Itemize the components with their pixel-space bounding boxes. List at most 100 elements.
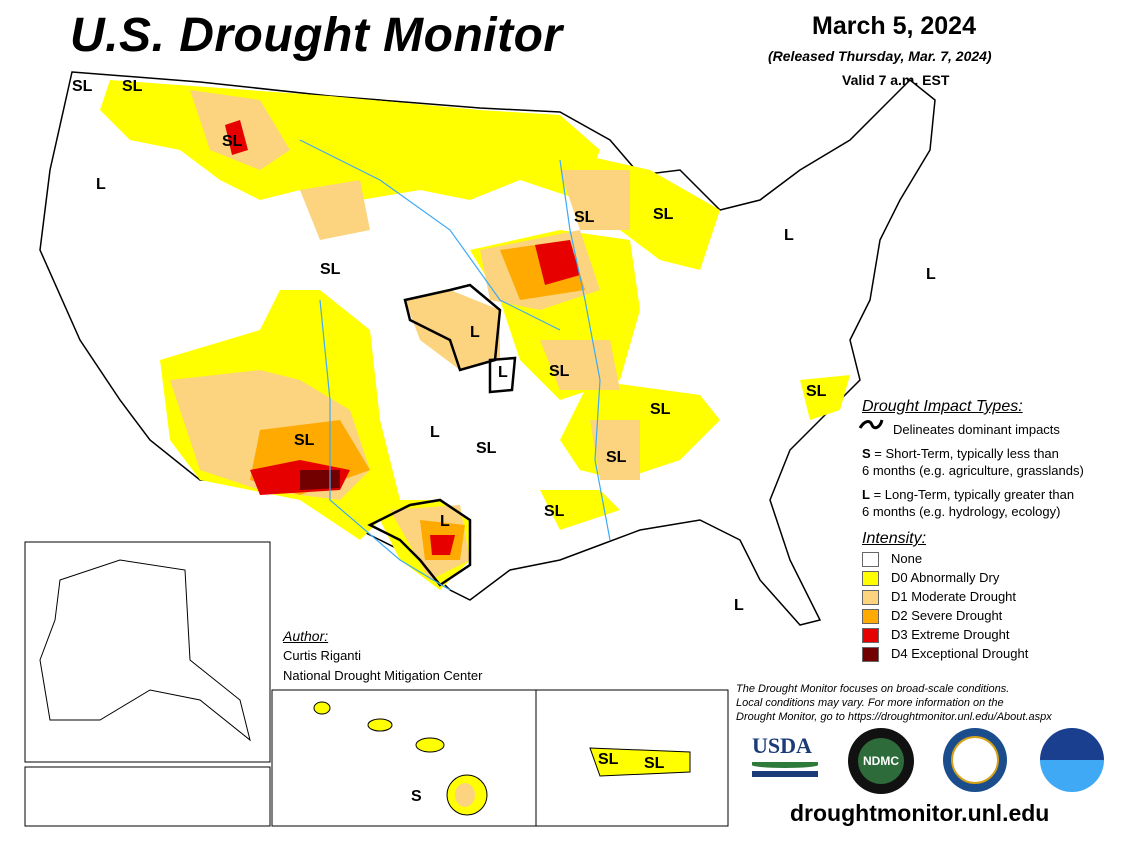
map-title: U.S. Drought Monitor: [70, 9, 563, 62]
legend-label: None: [891, 551, 923, 566]
d0-area-gulf: [540, 490, 620, 530]
legend-label: D1 Moderate Drought: [891, 589, 1017, 604]
d1-area-kansas: [405, 290, 500, 370]
d1-area-wisconsin: [560, 170, 630, 230]
commerce-seal-icon: [951, 736, 999, 784]
intensity-heading: Intensity:: [862, 530, 927, 547]
impact-label: SL: [574, 209, 595, 226]
legend-label: D2 Severe Drought: [891, 608, 1003, 623]
impact-label: SL: [122, 78, 143, 95]
short-text: = Short-Term, typically less than: [870, 446, 1059, 461]
impact-label: L: [430, 424, 440, 441]
river-rio-grande: [319, 299, 451, 591]
legend-label: D0 Abnormally Dry: [891, 570, 1000, 585]
impact-label: S: [411, 788, 422, 805]
river-missouri: [299, 139, 561, 331]
author-block: Author: Curtis Riganti National Drought …: [283, 626, 482, 686]
hawaii-inset: [271, 689, 537, 827]
legend-label: D4 Exceptional Drought: [891, 646, 1029, 661]
d0-area-carolina: [800, 375, 850, 420]
legend-level: D4 Exceptional Drought: [862, 646, 1084, 665]
alaska-inset: [24, 541, 271, 763]
legend-label: D3 Extreme Drought: [891, 627, 1010, 642]
hawaii-island-kauai: [313, 701, 331, 715]
delineates-text: Delineates dominant impacts: [893, 422, 1060, 437]
short-text-2: 6 months (e.g. agriculture, grasslands): [862, 463, 1084, 478]
d3-area-idaho: [225, 120, 248, 155]
ndmc-logo: NDMC: [848, 728, 914, 794]
impact-label: SL: [476, 440, 497, 457]
hawaii-island-oahu: [367, 718, 393, 732]
legend-delineation-icon: [858, 419, 884, 430]
legend: Drought Impact Types: Delineates dominan…: [862, 398, 1084, 665]
impact-label: L: [96, 176, 106, 193]
d3-area-texas: [430, 535, 455, 555]
impact-label: SL: [320, 261, 341, 278]
puerto-rico-inset: [535, 689, 729, 827]
impact-label: SL: [544, 503, 565, 520]
author-heading: Author:: [283, 628, 329, 644]
d1-area-mississippi: [590, 420, 640, 480]
impact-label: SL: [644, 755, 665, 772]
intensity-levels: None D0 Abnormally Dry D1 Moderate Drought…: [862, 551, 1084, 665]
long-text-2: 6 months (e.g. hydrology, ecology): [862, 504, 1061, 519]
noaa-logo: [1040, 728, 1104, 792]
website-url[interactable]: droughtmonitor.unl.edu: [790, 800, 1050, 826]
impact-label: SL: [294, 432, 315, 449]
legend-swatch: [862, 647, 879, 663]
impact-label: L: [440, 513, 450, 530]
legend-swatch: [862, 590, 879, 606]
disclaimer-note: The Drought Monitor focuses on broad-sca…: [736, 682, 1052, 724]
author-org: National Drought Mitigation Center: [283, 668, 483, 683]
long-text: = Long-Term, typically greater than: [869, 487, 1075, 502]
short-key: S: [862, 446, 871, 461]
legend-swatch: [862, 628, 879, 644]
impact-types-heading: Drought Impact Types:: [862, 398, 1023, 415]
legend-level: None: [862, 551, 1084, 570]
d4-area-new-mexico: [300, 470, 340, 490]
alaska-outline: [39, 559, 251, 742]
impact-label: SL: [650, 401, 671, 418]
author-name: Curtis Riganti: [283, 648, 362, 663]
impact-label: L: [926, 266, 936, 283]
valid-time: Valid 7 a.m. EST: [842, 72, 950, 88]
impact-label: SL: [806, 383, 827, 400]
legend-swatch: [862, 609, 879, 625]
long-term-key: L = Long-Term, typically greater than 6 m…: [862, 486, 1084, 520]
hawaii-d1: [455, 783, 475, 807]
usda-logo: USDA: [752, 733, 818, 785]
impact-line-oklahoma: [488, 356, 517, 394]
river-mississippi: [559, 159, 611, 541]
legend-level: D1 Moderate Drought: [862, 589, 1084, 608]
impact-label: L: [734, 597, 744, 614]
legend-level: D0 Abnormally Dry: [862, 570, 1084, 589]
map-date: March 5, 2024: [812, 12, 976, 40]
impact-label: SL: [72, 78, 93, 95]
legend-level: D2 Severe Drought: [862, 608, 1084, 627]
d3-area-iowa: [535, 240, 580, 285]
impact-label: SL: [598, 751, 619, 768]
legend-level: D3 Extreme Drought: [862, 627, 1084, 646]
impact-label: SL: [549, 363, 570, 380]
impact-label: SL: [222, 133, 243, 150]
legend-swatch: [862, 571, 879, 587]
puerto-rico-island: [589, 747, 691, 777]
hawaii-island-maui: [415, 737, 445, 753]
long-key: L: [862, 487, 870, 502]
note-line-3: Drought Monitor, go to https://droughtmo…: [736, 711, 1052, 723]
impact-label: SL: [606, 449, 627, 466]
impact-label: L: [498, 364, 508, 381]
impact-label: SL: [653, 206, 674, 223]
impact-label: L: [470, 324, 480, 341]
note-line-1: The Drought Monitor focuses on broad-sca…: [736, 683, 1010, 695]
impact-label: L: [784, 227, 794, 244]
release-date: (Released Thursday, Mar. 7, 2024): [768, 48, 992, 64]
commerce-logo: [943, 728, 1007, 792]
d1-area-wyoming: [300, 180, 370, 240]
short-term-key: S = Short-Term, typically less than 6 mon…: [862, 445, 1084, 479]
note-line-2: Local conditions may vary. For more info…: [736, 697, 1004, 709]
legend-swatch: [862, 552, 879, 568]
aleutians-inset: [24, 766, 271, 827]
